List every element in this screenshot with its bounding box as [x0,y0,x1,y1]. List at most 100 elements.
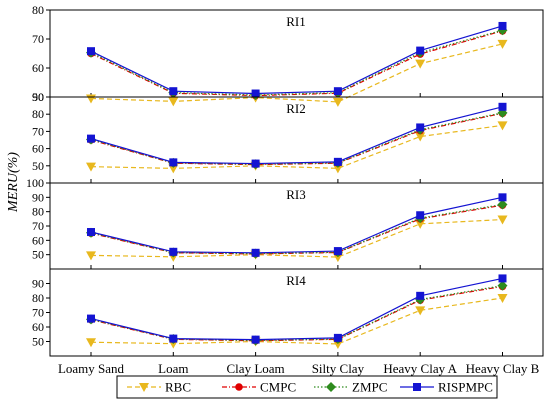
data-point [332,339,343,349]
y-axis-label: MERU(%) [6,152,21,213]
series-rispmpc [87,102,507,168]
data-point [497,294,508,303]
series-line [90,25,503,95]
data-point [415,132,426,142]
y-tick-label: 70 [32,124,44,138]
legend-marker [413,383,421,391]
series-line [90,196,503,254]
legend-item-zmpc: ZMPC [314,380,387,395]
panels-layer: 50607080RI15060708090RI25060708090100RI3… [26,3,544,357]
series-line [90,43,503,103]
y-tick-label: 50 [32,335,44,349]
y-tick-label: 60 [32,320,44,334]
data-point [497,215,508,225]
series-line [90,30,503,97]
series-rispmpc [87,21,507,98]
series-cmpc [87,282,507,345]
data-point [86,251,96,261]
y-tick-label: 80 [32,205,44,219]
y-tick-label: 90 [32,277,44,291]
legend-item-rbc: RBC [127,380,191,395]
legend: RBC CMPC ZMPC RISPMPC [116,375,498,399]
legend-label: RISPMPC [438,380,493,395]
data-point [333,333,342,342]
x-tick-label: Heavy Clay B [466,361,540,376]
legend-label: RBC [165,380,191,395]
legend-box [116,375,498,399]
data-point [498,193,507,202]
series-line [90,285,503,342]
data-point [333,157,342,166]
legend-marker [326,382,336,392]
data-point [333,87,342,96]
data-point [87,47,95,56]
series-cmpc [87,109,507,169]
y-tick-label: 50 [32,90,44,104]
series-rbc [86,294,508,349]
y-tick-label: 70 [32,32,44,46]
series-line [90,218,503,258]
panel-ri1: 50 60 70 80 RI1 [32,3,544,107]
y-tick-label: 90 [32,190,44,204]
data-point [251,248,260,257]
series-rispmpc [87,193,507,257]
data-point [169,158,178,167]
data-point [87,314,95,323]
series-line [90,297,503,345]
data-point [168,164,179,174]
legend-label: ZMPC [352,380,387,395]
panel-ri2: 50 60 70 80 90 RI2 [32,90,544,184]
y-tick-label: 90 [32,90,44,104]
data-point [87,228,95,237]
panel-title: RI4 [286,273,306,288]
y-tick-label: 70 [32,219,44,233]
y-tick-label: 50 [32,248,44,262]
data-point [415,306,426,316]
data-point [332,164,343,174]
panel-title: RI1 [286,14,306,29]
data-point [497,121,508,131]
y-tick-label: 60 [32,233,44,247]
data-point [498,274,507,283]
data-point [416,123,425,132]
x-tick-label: Clay Loam [227,361,285,376]
series-rbc [86,215,508,263]
y-tick-label: 80 [32,3,44,17]
series-rbc [86,121,508,174]
data-point [333,247,342,256]
data-point [416,46,425,55]
legend-item-cmpc: CMPC [222,380,296,395]
x-tick-label: Loamy Sand [58,361,125,376]
y-tick-label: 100 [26,176,44,190]
x-tick-label: Loam [158,361,188,376]
data-point [168,97,179,107]
y-tick-label: 80 [32,291,44,305]
series-line [90,124,503,169]
data-point [86,338,96,348]
data-point [332,97,343,107]
y-tick-label: 70 [32,306,44,320]
data-point [415,219,426,229]
data-point [251,159,260,168]
y-tick-label: 60 [32,142,44,156]
x-tick-label: Silty Clay [312,361,365,376]
data-point [169,247,178,256]
y-tick-label: 50 [32,159,44,173]
legend-marker [235,383,243,391]
x-tick-labels: Loamy Sand Loam Clay Loam Silty Clay Heavy C… [58,361,540,376]
series-line [90,203,503,255]
series-zmpc [86,107,508,170]
legend-item-rispmpc: RISPMPC [400,380,493,395]
data-point [87,134,95,143]
y-tick-label: 60 [32,61,44,75]
series-line [90,106,503,165]
legend-marker [139,383,149,392]
legend-label: CMPC [260,380,296,395]
data-point [169,87,178,96]
data-point [415,59,426,69]
data-point [498,21,507,30]
data-point [497,39,508,49]
panel-title: RI3 [286,187,306,202]
